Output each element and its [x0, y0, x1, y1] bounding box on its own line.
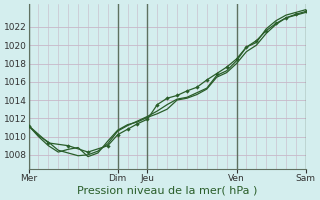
X-axis label: Pression niveau de la mer( hPa ): Pression niveau de la mer( hPa )	[77, 186, 257, 196]
